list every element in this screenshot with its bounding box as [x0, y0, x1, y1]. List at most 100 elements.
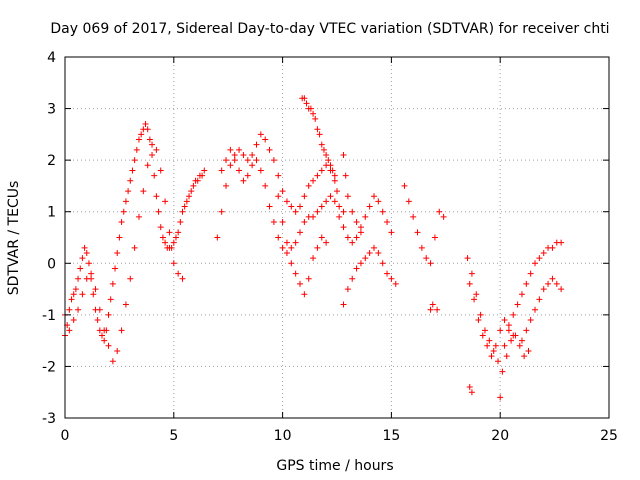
- data-point: [257, 131, 264, 138]
- data-point: [168, 244, 175, 251]
- data-point: [240, 177, 247, 184]
- data-point: [323, 151, 330, 158]
- y-tick-label: 1: [47, 205, 56, 221]
- data-point: [436, 208, 443, 215]
- data-point: [523, 280, 530, 287]
- data-point: [523, 327, 530, 334]
- data-point: [227, 162, 234, 169]
- data-point: [170, 239, 177, 246]
- data-point: [153, 193, 160, 200]
- data-point: [479, 332, 486, 339]
- data-point: [114, 347, 121, 354]
- series-13: [518, 275, 565, 344]
- series-8: [340, 151, 364, 236]
- data-point: [214, 234, 221, 241]
- data-point: [283, 249, 290, 256]
- data-point: [392, 280, 399, 287]
- data-point: [379, 208, 386, 215]
- data-point: [199, 172, 206, 179]
- data-point: [175, 270, 182, 277]
- data-point: [362, 255, 369, 262]
- data-point: [434, 306, 441, 313]
- data-point: [327, 193, 334, 200]
- y-tick-label: -3: [42, 411, 56, 427]
- data-point: [384, 219, 391, 226]
- data-point: [131, 157, 138, 164]
- data-point: [549, 275, 556, 282]
- data-point: [466, 280, 473, 287]
- data-point: [127, 177, 134, 184]
- data-point: [162, 198, 169, 205]
- data-point: [227, 146, 234, 153]
- data-point: [144, 162, 151, 169]
- data-point: [120, 208, 127, 215]
- data-point: [314, 208, 321, 215]
- data-point: [101, 327, 108, 334]
- x-tick-label: 15: [382, 428, 400, 444]
- data-point: [70, 291, 77, 298]
- data-point: [70, 317, 77, 324]
- data-point: [125, 188, 132, 195]
- data-point: [427, 260, 434, 267]
- data-point: [310, 110, 317, 117]
- data-point: [186, 193, 193, 200]
- data-point: [122, 198, 129, 205]
- data-point: [92, 286, 99, 293]
- data-point: [140, 188, 147, 195]
- data-point: [316, 131, 323, 138]
- data-point: [262, 136, 269, 143]
- data-point: [188, 188, 195, 195]
- data-point: [66, 306, 73, 313]
- data-point: [194, 177, 201, 184]
- data-point: [310, 213, 317, 220]
- data-point: [262, 182, 269, 189]
- data-point: [90, 291, 97, 298]
- data-point: [231, 151, 238, 158]
- data-point: [122, 301, 129, 308]
- data-point: [353, 219, 360, 226]
- data-point: [427, 306, 434, 313]
- data-marks: [62, 95, 565, 401]
- y-tick-label: 3: [47, 102, 56, 118]
- data-point: [307, 105, 314, 112]
- data-point: [320, 146, 327, 153]
- data-point: [292, 239, 299, 246]
- data-point: [492, 342, 499, 349]
- y-tick-label: -1: [42, 308, 56, 324]
- data-point: [223, 157, 230, 164]
- data-point: [138, 131, 145, 138]
- data-point: [553, 280, 560, 287]
- data-point: [244, 172, 251, 179]
- data-point: [135, 136, 142, 143]
- data-point: [379, 260, 386, 267]
- data-point: [116, 234, 123, 241]
- data-point: [297, 229, 304, 236]
- data-point: [477, 311, 484, 318]
- data-point: [527, 270, 534, 277]
- data-point: [370, 193, 377, 200]
- data-point: [388, 229, 395, 236]
- data-point: [353, 234, 360, 241]
- data-point: [468, 270, 475, 277]
- x-tick-label: 5: [169, 428, 178, 444]
- data-point: [486, 337, 493, 344]
- data-point: [323, 198, 330, 205]
- data-point: [283, 239, 290, 246]
- data-point: [301, 95, 308, 102]
- data-point: [490, 347, 497, 354]
- data-point: [558, 239, 565, 246]
- data-point: [114, 249, 121, 256]
- data-point: [388, 275, 395, 282]
- data-point: [83, 275, 90, 282]
- data-point: [484, 342, 491, 349]
- data-point: [340, 224, 347, 231]
- data-point: [431, 234, 438, 241]
- data-point: [521, 353, 528, 360]
- data-point: [497, 394, 504, 401]
- data-point: [318, 167, 325, 174]
- data-point: [331, 172, 338, 179]
- data-point: [401, 182, 408, 189]
- data-point: [266, 203, 273, 210]
- data-point: [142, 121, 149, 128]
